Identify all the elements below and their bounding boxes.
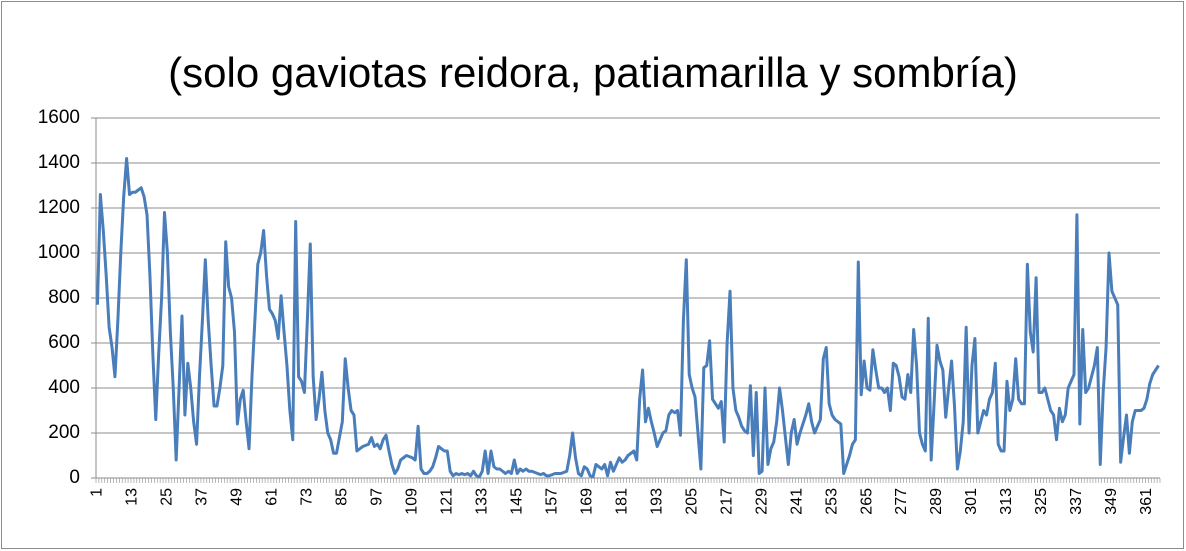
- y-tick-label: 600: [48, 332, 80, 353]
- chart-title: (solo gaviotas reidora, patiamarilla y s…: [168, 49, 1018, 96]
- x-tick-label: 85: [334, 488, 351, 506]
- y-tick-label: 1000: [38, 242, 80, 263]
- y-tick-label: 0: [69, 467, 80, 488]
- x-tick-label: 97: [369, 488, 386, 506]
- x-tick-label: 325: [1033, 488, 1050, 515]
- x-tick-label: 193: [648, 488, 665, 515]
- x-tick-label: 349: [1103, 488, 1120, 515]
- x-tick-label: 289: [928, 488, 945, 515]
- data-line: [95, 157, 1160, 479]
- x-tick-label: 61: [264, 488, 281, 506]
- x-tick-label: 181: [613, 488, 630, 515]
- x-tick-label: 169: [578, 488, 595, 515]
- x-tick-label: 13: [124, 488, 141, 506]
- x-tick-label: 157: [543, 488, 560, 515]
- x-tick-label: 241: [788, 488, 805, 515]
- y-tick-label: 800: [48, 287, 80, 308]
- x-tick-label: 1: [89, 488, 106, 497]
- y-tick-label: 1600: [38, 107, 80, 128]
- x-tick-label: 229: [753, 488, 770, 515]
- x-tick-label: 121: [438, 488, 455, 515]
- x-tick-label: 133: [473, 488, 490, 515]
- y-tick-label: 1400: [38, 152, 80, 173]
- x-tick-label: 337: [1068, 488, 1085, 515]
- x-tick-label: 265: [858, 488, 875, 515]
- x-tick-label: 109: [404, 488, 421, 515]
- x-tick-label: 205: [683, 488, 700, 515]
- x-tick-label: 277: [893, 488, 910, 515]
- y-tick-label: 200: [48, 422, 80, 443]
- x-tick-label: 37: [194, 488, 211, 506]
- y-tick-label: 1200: [38, 197, 80, 218]
- x-tick-label: 73: [299, 488, 316, 506]
- y-tick-label: 400: [48, 377, 80, 398]
- x-tick-label: 253: [823, 488, 840, 515]
- x-tick-label: 217: [718, 488, 735, 515]
- x-tick-label: 25: [159, 488, 176, 506]
- x-tick-label: 301: [963, 488, 980, 515]
- x-tick-label: 313: [998, 488, 1015, 515]
- x-tick-label: 361: [1138, 488, 1155, 515]
- x-tick-label: 145: [508, 488, 525, 515]
- x-tick-label: 49: [229, 488, 246, 506]
